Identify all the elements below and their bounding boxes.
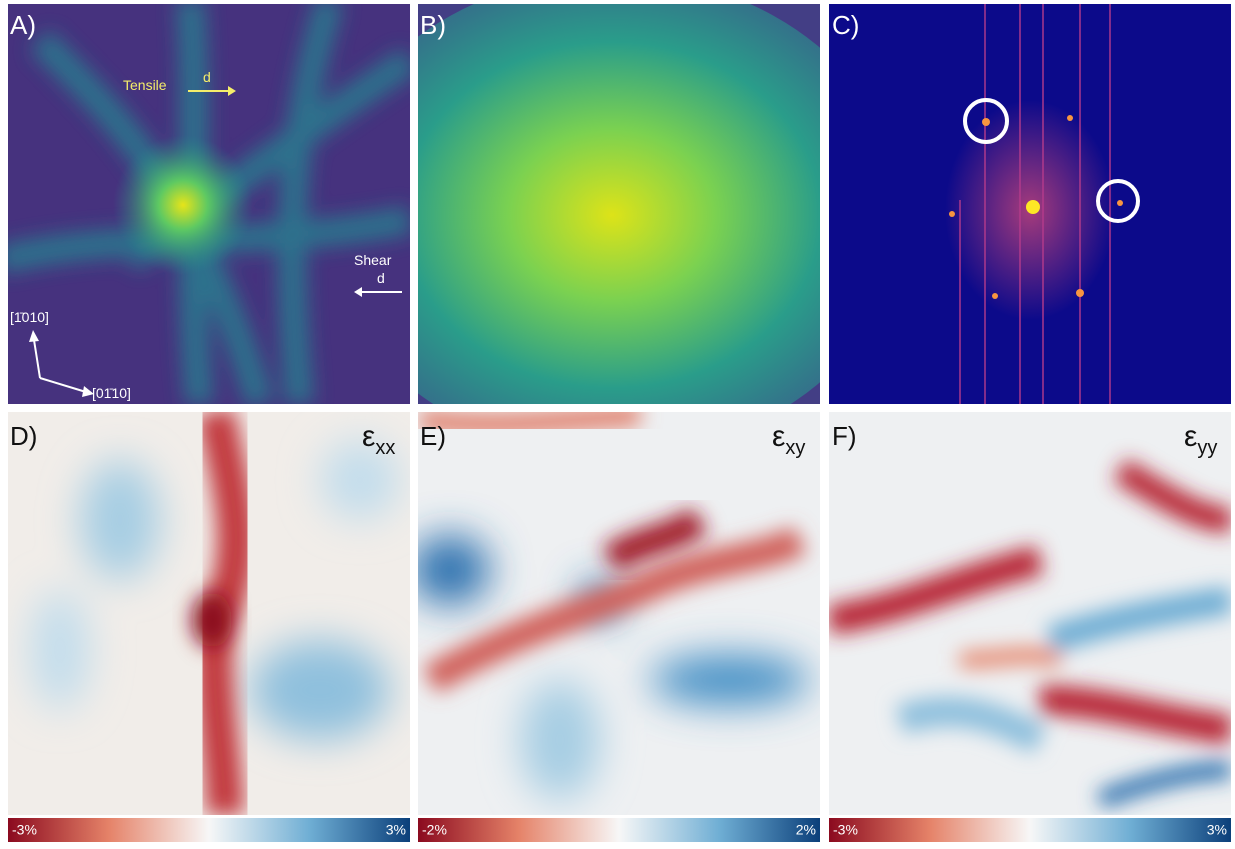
page: {"panels": [ {"label": "A)", "annotation… bbox=[0, 0, 1235, 844]
annotation: d bbox=[377, 270, 385, 286]
colorbar-max: 3% bbox=[386, 822, 406, 838]
annotation: [01̄10] bbox=[92, 385, 131, 401]
panel-label: D) bbox=[10, 421, 37, 451]
colorbar bbox=[8, 818, 410, 842]
panel-f-image bbox=[829, 412, 1231, 815]
colorbar-min: -2% bbox=[422, 822, 447, 838]
colorbar bbox=[418, 818, 820, 842]
annotation: [1̄010] bbox=[10, 309, 49, 325]
annotation: d bbox=[203, 69, 211, 85]
panel-e-image bbox=[410, 412, 820, 815]
panel-d-image bbox=[8, 412, 410, 815]
panel-c-image bbox=[829, 4, 1231, 404]
panel-label: C) bbox=[832, 10, 859, 40]
colorbar bbox=[829, 818, 1231, 842]
annotation: Shear bbox=[354, 252, 392, 268]
figure: A) Tensile d Shear d [1̄010] [01̄10] B) … bbox=[0, 0, 1235, 844]
panel-label: A) bbox=[10, 10, 36, 40]
colorbar-min: -3% bbox=[12, 822, 37, 838]
panel-label: B) bbox=[420, 10, 446, 40]
panel-label: E) bbox=[420, 421, 446, 451]
colorbar-max: 3% bbox=[1207, 822, 1227, 838]
panel-label: F) bbox=[832, 421, 857, 451]
panel-a-image bbox=[0, 0, 410, 404]
colorbar-max: 2% bbox=[796, 822, 816, 838]
colorbar-min: -3% bbox=[833, 822, 858, 838]
annotation: Tensile bbox=[123, 77, 167, 93]
